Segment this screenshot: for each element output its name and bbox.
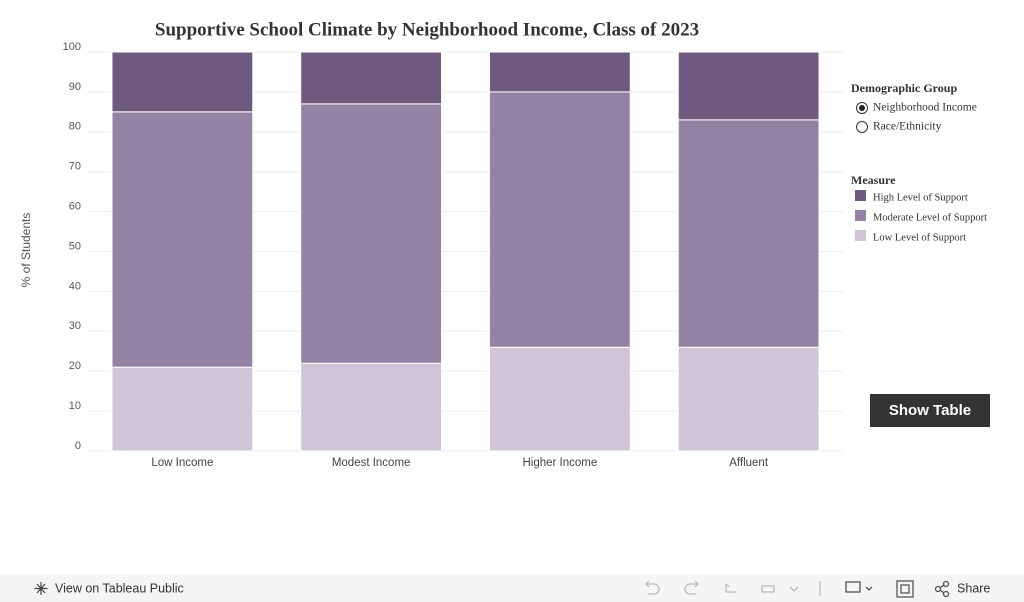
radio-button[interactable] (856, 121, 868, 133)
y-axis-label: % of Students (19, 213, 33, 288)
bar-segment (488, 346, 631, 452)
x-tick-label: Affluent (729, 457, 769, 469)
legend-swatch (855, 190, 866, 201)
tableau-icon (34, 582, 48, 595)
y-tick-label: 70 (69, 161, 81, 173)
y-tick-label: 30 (69, 320, 81, 332)
legend-swatch (855, 230, 866, 241)
bar-segment (300, 103, 443, 364)
x-tick-label: Higher Income (522, 457, 597, 469)
share-button[interactable]: Share (957, 581, 990, 595)
show-table-button[interactable] (870, 394, 990, 427)
chart-title: Supportive School Climate by Neighborhoo… (155, 19, 699, 40)
legend-swatch (855, 210, 866, 221)
x-tick-label: Modest Income (332, 457, 411, 469)
y-tick-label: 20 (69, 360, 81, 372)
y-tick-label: 90 (69, 81, 81, 93)
legend-label: Low Level of Support (873, 232, 966, 243)
radio-label[interactable]: Race/Ethnicity (873, 121, 942, 133)
bar-segment (677, 346, 820, 452)
button-label[interactable]: Show Table (889, 402, 971, 419)
bar-segment (677, 119, 820, 348)
bar-segment (300, 51, 443, 105)
y-tick-label: 10 (69, 400, 81, 412)
legend-label: High Level of Support (873, 192, 968, 203)
footer-bar (0, 575, 1024, 602)
radio-label[interactable]: Neighborhood Income (873, 102, 977, 114)
bar-segment (488, 51, 631, 93)
toolbar-icons (645, 580, 821, 596)
y-tick-label: 100 (63, 41, 81, 53)
bar-segment (111, 111, 254, 368)
y-tick-label: 40 (69, 280, 81, 292)
bar-segment (111, 366, 254, 452)
toolbar-icons-dark (845, 580, 950, 598)
bar-segment (488, 91, 631, 348)
y-tick-label: 80 (69, 121, 81, 133)
bar-segment (677, 51, 820, 121)
bar-segment (300, 362, 443, 452)
bar-segment (111, 51, 254, 113)
footer-link[interactable]: View on Tableau Public (55, 581, 184, 595)
radio-dot[interactable] (859, 105, 865, 111)
y-tick-label: 0 (75, 440, 81, 452)
legend-title: Measure (851, 173, 896, 187)
filter-title: Demographic Group (851, 81, 957, 95)
y-tick-label: 60 (69, 201, 81, 213)
y-tick-label: 50 (69, 240, 81, 252)
legend-label: Moderate Level of Support (873, 212, 987, 223)
x-tick-label: Low Income (151, 457, 213, 469)
